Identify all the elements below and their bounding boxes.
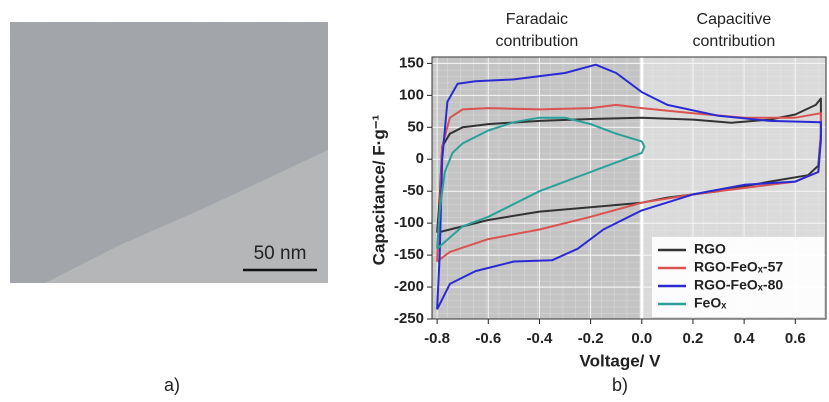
- x-axis-label: Voltage/ V: [580, 351, 662, 370]
- x-tick-label: 0.4: [734, 330, 756, 347]
- y-tick-label: -200: [394, 278, 424, 295]
- series-line: [436, 97, 822, 234]
- tem-image: 50 nm: [10, 22, 328, 283]
- x-tick-label: 0.6: [785, 330, 806, 347]
- curves: [436, 63, 822, 310]
- legend-label: FeOₓ: [694, 295, 727, 311]
- x-tick-label: -0.6: [475, 330, 501, 347]
- annotation: Capacitive: [697, 11, 772, 28]
- y-tick-label: 100: [399, 86, 424, 103]
- y-tick-label: -50: [402, 182, 424, 199]
- legend-label: RGO-FeOₓ-80: [694, 277, 783, 293]
- y-axis-label: Capacitance/ F·g⁻¹: [369, 114, 388, 265]
- x-tick-label: -0.4: [527, 330, 554, 347]
- y-tick-label: -250: [394, 310, 424, 327]
- y-tick-label: 150: [399, 54, 424, 71]
- scale-bar-label: 50 nm: [254, 243, 307, 264]
- legend-label: RGO: [694, 241, 726, 257]
- series-line: [436, 116, 646, 250]
- y-tick-label: -100: [394, 214, 424, 231]
- y-tick-label: 50: [407, 118, 424, 135]
- annotation: Faradaic: [506, 11, 568, 28]
- series-line: [436, 103, 822, 263]
- series-line: [436, 63, 822, 310]
- plot-frame: [431, 56, 827, 320]
- panel-label: b): [612, 375, 628, 395]
- x-tick-label: 0.2: [683, 330, 704, 347]
- panel-label: a): [164, 375, 180, 395]
- legend-label: RGO-FeOₓ-57: [694, 259, 783, 275]
- x-tick-label: -0.2: [578, 330, 604, 347]
- x-tick-label: -0.8: [424, 330, 450, 347]
- y-tick-label: 0: [416, 150, 424, 167]
- x-tick-label: 0.0: [631, 330, 652, 347]
- y-tick-label: -150: [394, 246, 424, 263]
- annotation: contribution: [693, 33, 776, 50]
- annotation: contribution: [496, 33, 579, 50]
